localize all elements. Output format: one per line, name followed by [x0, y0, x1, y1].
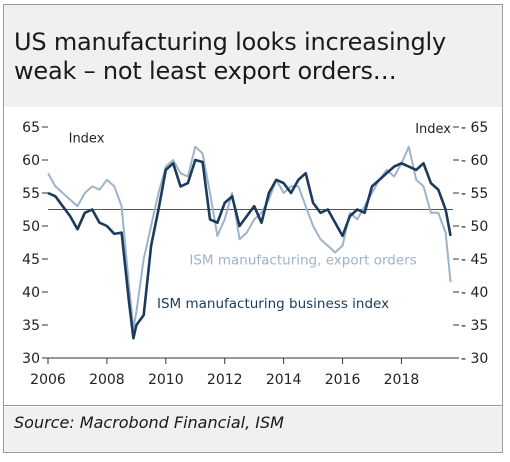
- business-index-label: ISM manufacturing business index: [157, 296, 389, 312]
- page-title: US manufacturing looks increasingly weak…: [14, 28, 446, 85]
- source-note: Source: Macrobond Financial, ISM: [14, 413, 284, 432]
- series-line-export: [47, 145, 452, 330]
- x-tick-label: 2018: [384, 372, 420, 388]
- left-y-tick-label: 30: [22, 351, 40, 367]
- right-y-tick-label: - 60: [461, 153, 488, 169]
- right-y-tick-label: - 55: [461, 186, 488, 202]
- x-tick-label: 2012: [207, 372, 243, 388]
- right-axis-label: Index: [415, 122, 451, 137]
- x-tick-label: 2014: [266, 372, 302, 388]
- right-y-tick-label: - 65: [461, 120, 488, 136]
- left-y-tick-label: 40: [22, 285, 40, 301]
- source-divider: [4, 405, 502, 406]
- left-y-tick-label: 65: [22, 120, 40, 136]
- left-y-tick-label: 60: [22, 153, 40, 169]
- series-line-business: [47, 158, 452, 340]
- left-y-tick-label: 35: [22, 318, 40, 334]
- left-y-tick-label: 45: [22, 252, 40, 268]
- export-orders-label: ISM manufacturing, export orders: [189, 252, 416, 268]
- line-chart: 30 - 30 35 - 35 40 - 40 45 - 45 50 - 50 55 - 55 60 - …: [22, 120, 488, 388]
- right-y-tick-label: - 50: [461, 219, 488, 235]
- x-tick-label: 2008: [89, 372, 125, 388]
- left-y-tick-label: 55: [22, 186, 40, 202]
- right-y-tick-label: - 45: [461, 252, 488, 268]
- right-y-tick-label: - 35: [461, 318, 488, 334]
- x-tick-label: 2016: [325, 372, 361, 388]
- left-axis-label: Index: [69, 131, 105, 146]
- x-tick-label: 2010: [148, 372, 184, 388]
- x-tick-label: 2006: [30, 372, 66, 388]
- right-y-tick-label: - 30: [461, 351, 488, 367]
- left-y-tick-label: 50: [22, 219, 40, 235]
- chart-area: 30 - 30 35 - 35 40 - 40 45 - 45 50 - 50 55 - 55 60 - …: [4, 107, 502, 407]
- right-y-tick-label: - 40: [461, 285, 488, 301]
